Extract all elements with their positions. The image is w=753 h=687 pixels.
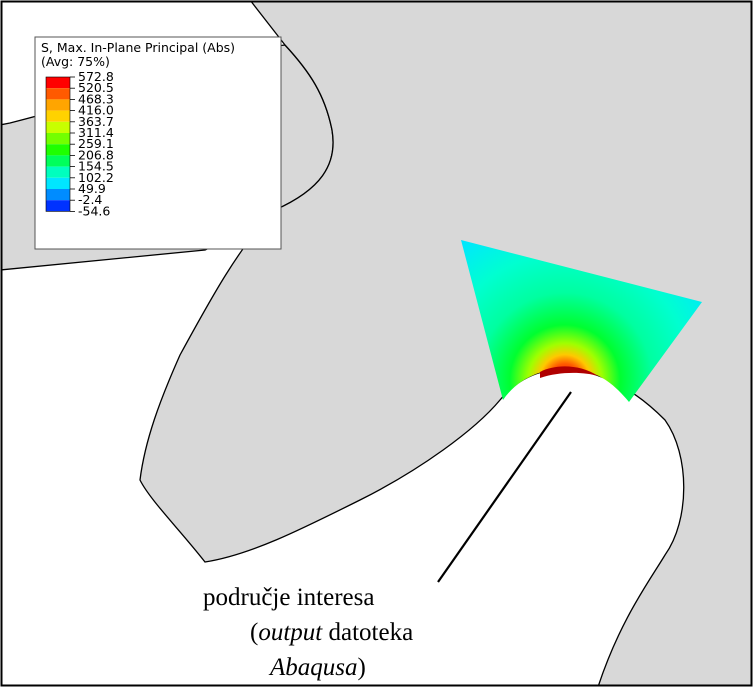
legend-value-label: 520.5: [78, 80, 114, 95]
legend-swatch: [46, 110, 70, 122]
caption-line-3: Abaqusa): [268, 654, 366, 681]
legend-color-bar: [45, 76, 75, 212]
legend-value-label: 311.4: [78, 125, 114, 140]
stress-hot-spot: [540, 366, 598, 378]
legend-value-label: 102.2: [78, 170, 114, 185]
caption-line-1: područje interesa: [203, 584, 374, 611]
caption-line-2-rest: datoteka: [322, 619, 413, 646]
legend-swatch: [46, 77, 70, 89]
caption-line-2-open: (: [250, 619, 258, 646]
legend-title: S, Max. In-Plane Principal (Abs): [41, 40, 235, 55]
caption-line-2: (output datoteka: [250, 619, 413, 646]
leader-line: [437, 391, 572, 583]
stress-contour-region: [461, 240, 702, 402]
legend-subtitle: (Avg: 75%): [41, 54, 110, 69]
legend-swatch: [46, 121, 70, 133]
legend-value-label: -54.6: [78, 203, 110, 218]
legend-value-label: -2.4: [78, 192, 102, 207]
legend-swatch: [46, 88, 70, 100]
legend-swatch: [46, 155, 70, 167]
legend-value-label: 206.8: [78, 147, 114, 162]
legend-value-label: 49.9: [78, 181, 106, 196]
caption-line-3-close: ): [358, 654, 366, 681]
legend-value-label: 416.0: [78, 103, 114, 118]
caption: područje interesa (output datoteka Abaqu…: [203, 584, 413, 681]
legend-value-label: 572.8: [78, 69, 114, 84]
legend-value-label: 363.7: [78, 114, 114, 129]
legend-swatch: [46, 133, 70, 145]
legend-swatch: [46, 200, 70, 212]
legend-swatch: [46, 144, 70, 156]
legend-value-label: 468.3: [78, 91, 114, 106]
caption-line-2-italic: output: [258, 619, 323, 646]
legend-box: [34, 36, 282, 250]
legend-value-label: 154.5: [78, 159, 114, 174]
caption-line-3-italic: Abaqusa: [268, 654, 358, 681]
legend-swatch: [46, 166, 70, 178]
legend-swatch: [46, 177, 70, 189]
legend-swatch: [46, 189, 70, 201]
legend-value-label: 259.1: [78, 136, 114, 151]
legend: S, Max. In-Plane Principal (Abs) (Avg: 7…: [34, 36, 282, 250]
legend-labels: 572.8520.5468.3416.0363.7311.4259.1206.8…: [78, 69, 114, 218]
legend-swatch: [46, 99, 70, 111]
